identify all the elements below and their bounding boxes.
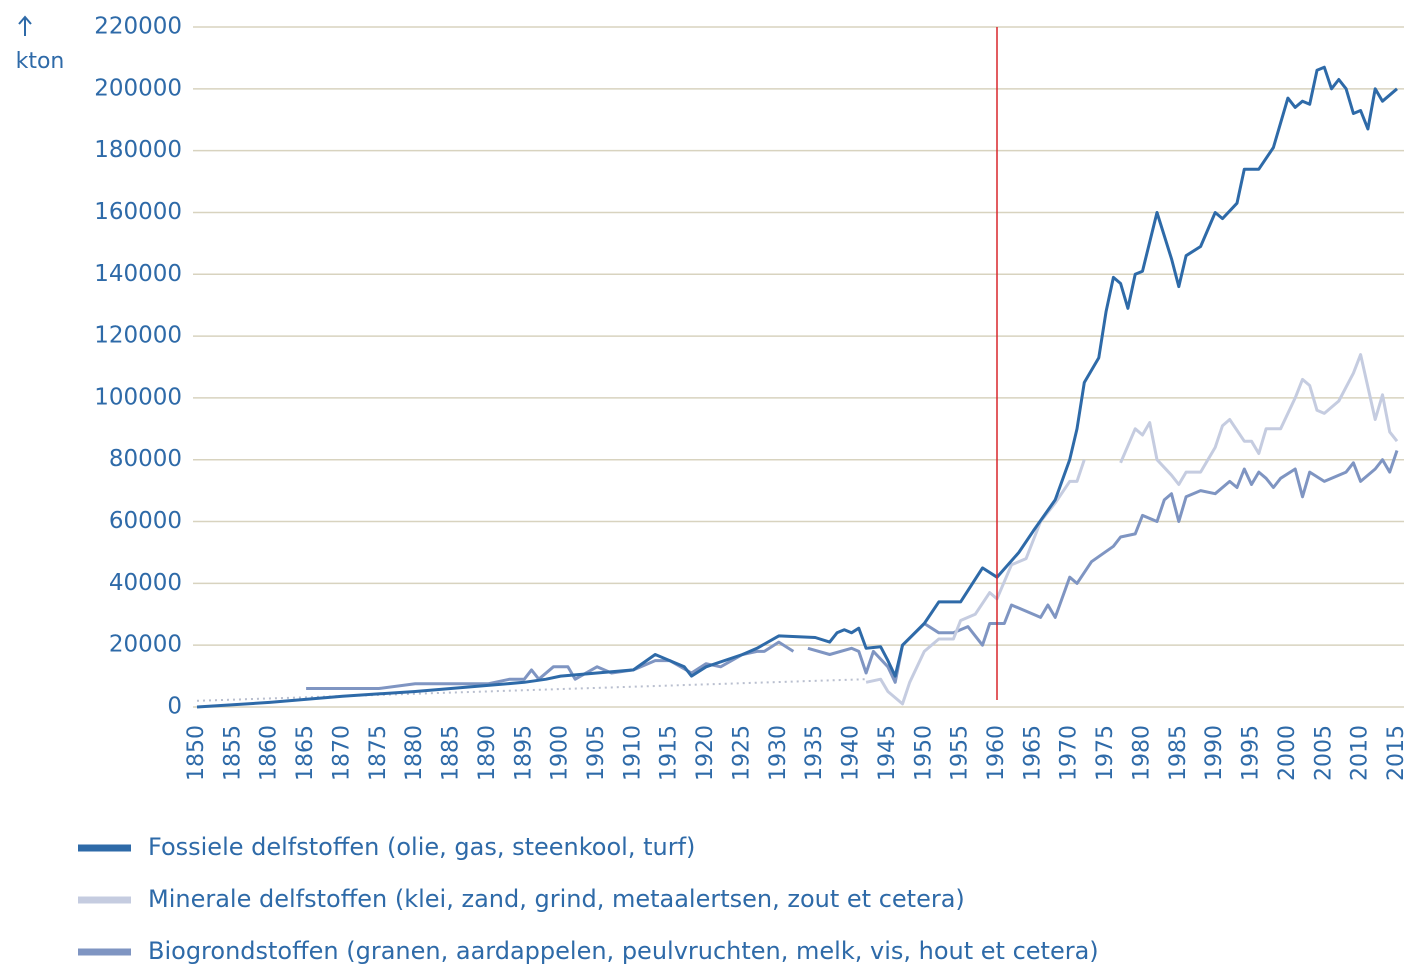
x-tick-label: 1990	[1202, 725, 1227, 781]
y-tick-label: 120000	[94, 323, 182, 349]
series-line	[306, 450, 1399, 690]
x-tick-label: 1880	[402, 725, 427, 781]
x-tick-label: 1985	[1166, 725, 1191, 781]
series-line	[865, 353, 1399, 706]
x-tick-label: 1860	[257, 725, 282, 781]
x-tick-label: 2000	[1275, 725, 1300, 781]
x-tick-label: 1885	[439, 725, 464, 781]
series-line	[196, 65, 1398, 709]
y-tick-label: 100000	[94, 384, 182, 410]
x-tick-label: 1870	[329, 725, 354, 781]
x-tick-label: 2010	[1348, 725, 1373, 781]
x-tick-label: 1905	[584, 725, 609, 781]
y-tick-label: 140000	[94, 261, 182, 287]
x-tick-label: 1945	[875, 725, 900, 781]
x-tick-label: 1935	[802, 725, 827, 781]
y-tick-label: 160000	[94, 199, 182, 225]
x-tick-label: 1915	[657, 725, 682, 781]
x-tick-label: 1995	[1239, 725, 1264, 781]
y-tick-label: 60000	[109, 508, 182, 534]
x-tick-label: 1925	[729, 725, 754, 781]
x-tick-label: 1930	[766, 725, 791, 781]
x-tick-label: 1950	[911, 725, 936, 781]
axis-arrow	[18, 15, 32, 36]
x-tick-label: 1875	[366, 725, 391, 781]
y-tick-label: 220000	[94, 14, 182, 40]
y-tick-label: 180000	[94, 137, 182, 163]
y-tick-label: 20000	[109, 632, 182, 658]
x-tick-label: 1960	[984, 725, 1009, 781]
x-tick-label: 2015	[1384, 725, 1404, 781]
x-tick-label: 1955	[948, 725, 973, 781]
x-tick-label: 1965	[1020, 725, 1045, 781]
x-tick-label: 1910	[620, 725, 645, 781]
x-tick-label: 1970	[1057, 725, 1082, 781]
x-tick-label: 2005	[1311, 725, 1336, 781]
legend-label: Biogrondstoffen (granen, aardappelen, pe…	[148, 937, 1099, 965]
x-tick-label: 1865	[293, 725, 318, 781]
x-tick-label: 1900	[548, 725, 573, 781]
x-tick-label: 1920	[693, 725, 718, 781]
y-axis-label: kton	[16, 49, 65, 74]
y-tick-label: 0	[167, 694, 182, 720]
x-tick-label: 1850	[184, 725, 209, 781]
x-tick-label: 1975	[1093, 725, 1118, 781]
x-tick-label: 1890	[475, 725, 500, 781]
y-tick-label: 40000	[109, 570, 182, 596]
legend-label: Fossiele delfstoffen (olie, gas, steenko…	[148, 833, 695, 861]
legend-label: Minerale delfstoffen (klei, zand, grind,…	[148, 885, 965, 913]
x-tick-label: 1895	[511, 725, 536, 781]
x-tick-label: 1980	[1129, 725, 1154, 781]
x-tick-label: 1940	[839, 725, 864, 781]
y-tick-label: 200000	[94, 75, 182, 101]
y-tick-label: 80000	[109, 446, 182, 472]
x-tick-label: 1855	[220, 725, 245, 781]
